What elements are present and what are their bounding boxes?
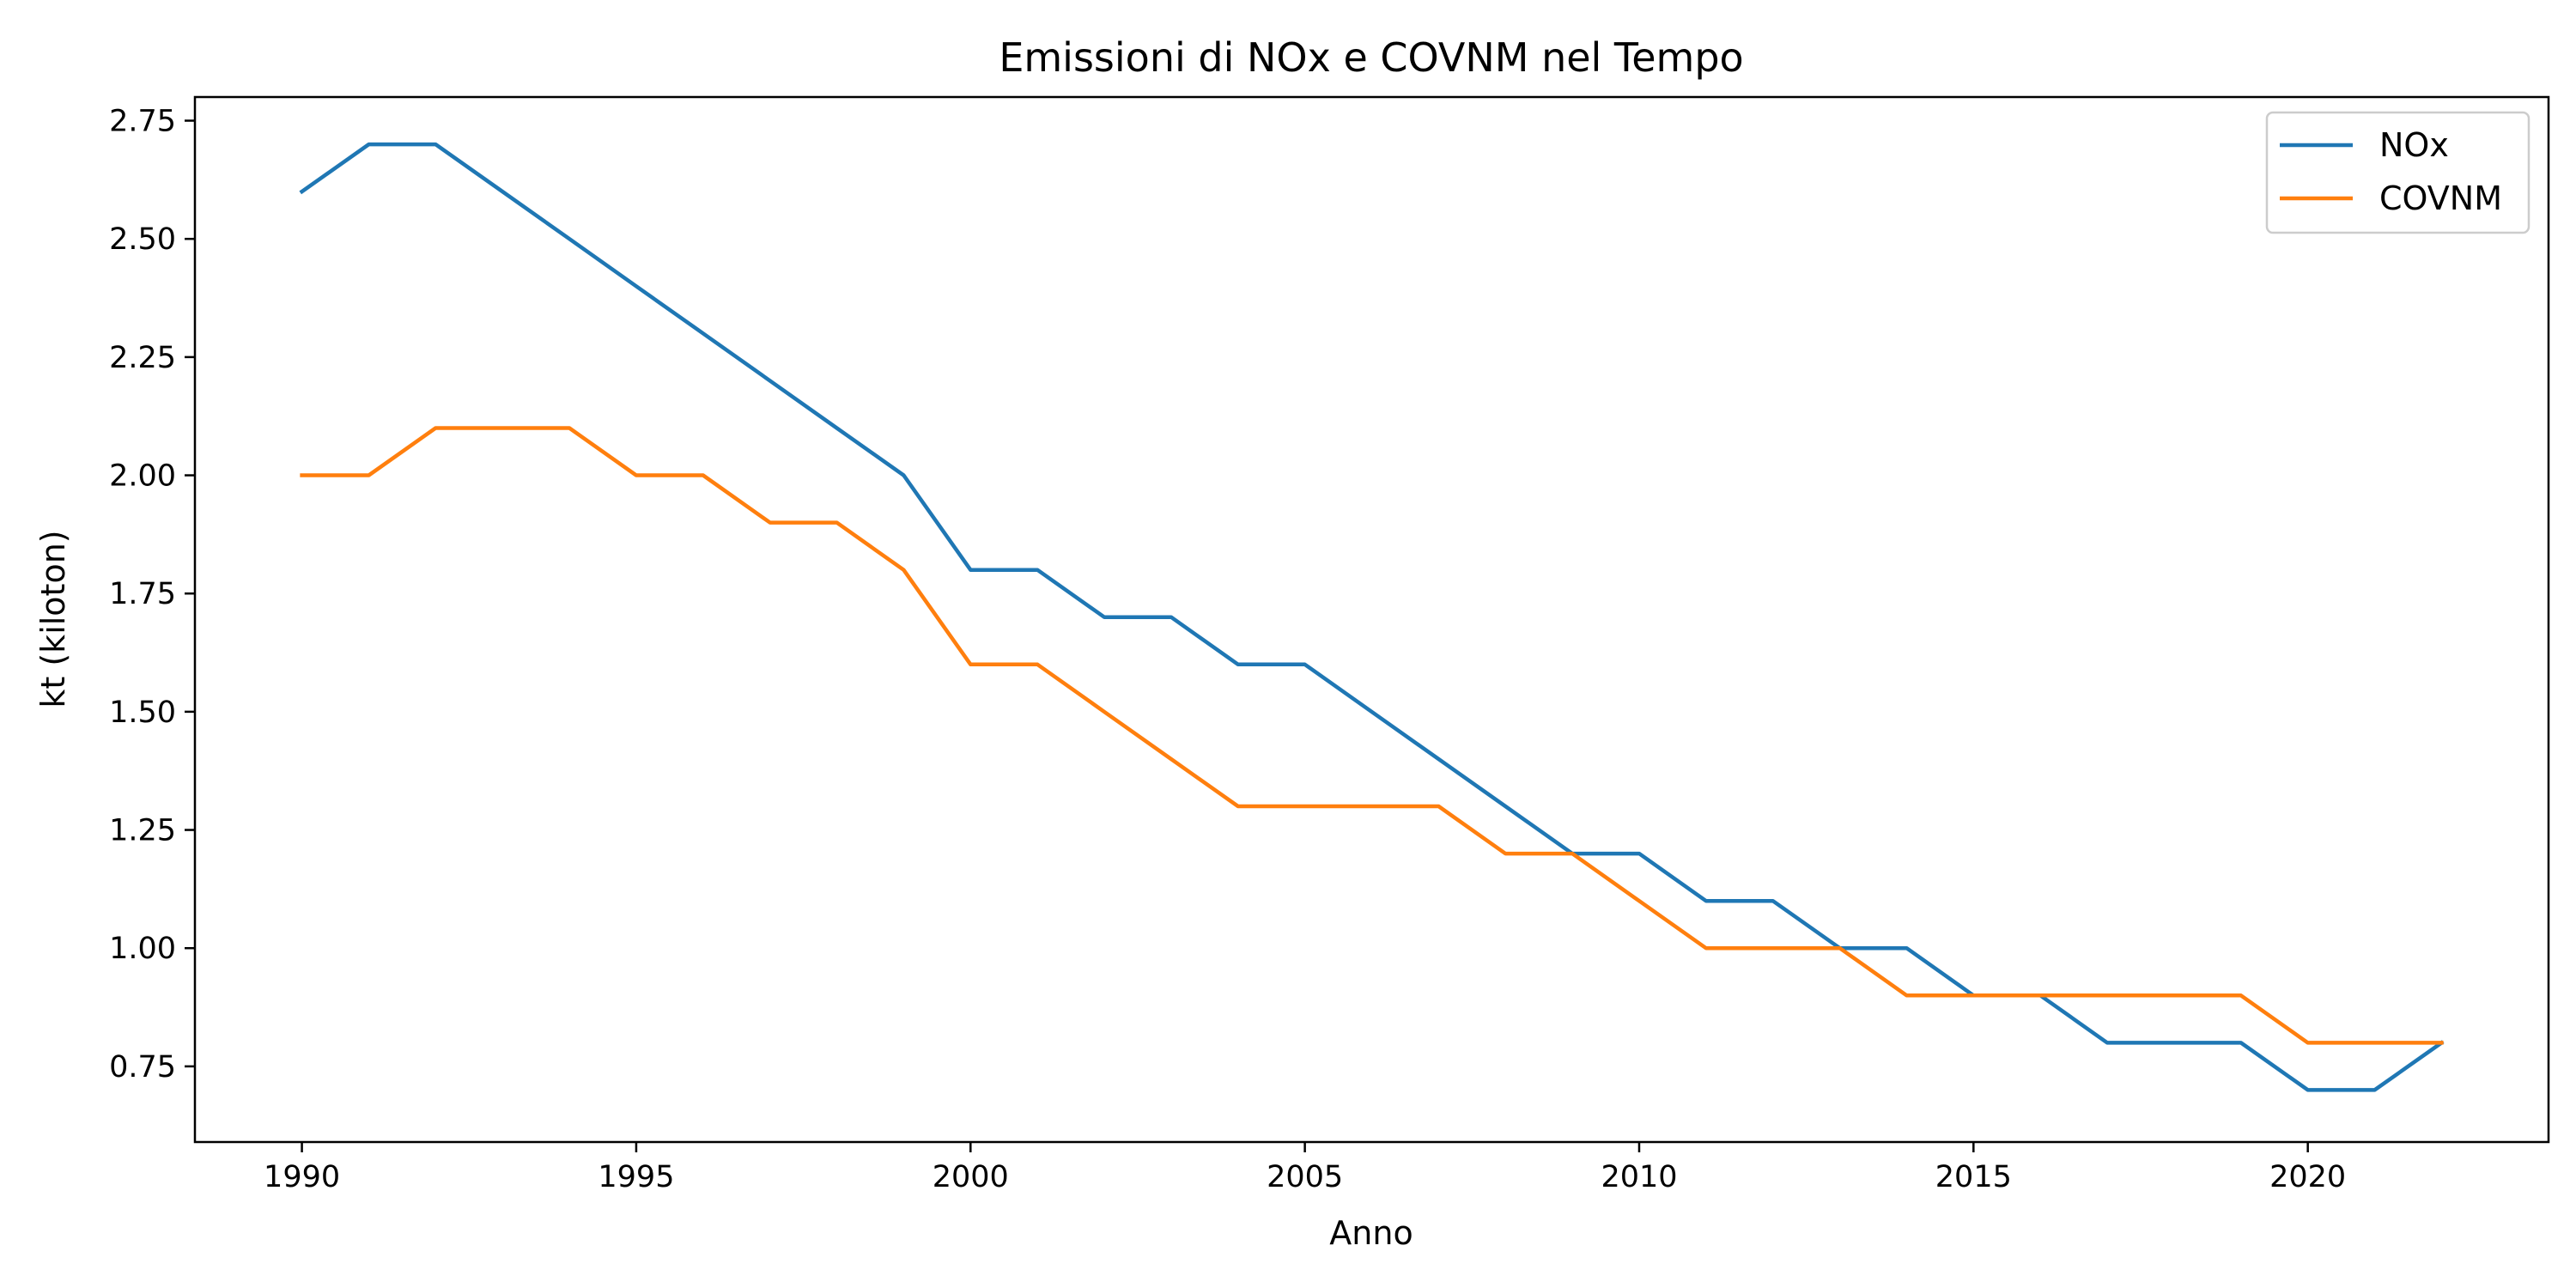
- y-tick-label: 1.50: [109, 696, 176, 730]
- y-tick-label: 1.75: [109, 577, 176, 611]
- x-tick-label: 2000: [933, 1160, 1009, 1194]
- legend-label-covnm: COVNM: [2379, 179, 2502, 217]
- series-layer: [299, 142, 2445, 1092]
- x-tick-label: 2010: [1601, 1160, 1677, 1194]
- plot-area-frame: [193, 95, 2550, 1144]
- series-line-covnm: [300, 426, 2444, 1045]
- y-axis-ticks: 0.75 1.00 1.25 1.50 1.75 2.00 2.25 2.50 2.75: [109, 105, 195, 1084]
- y-tick-label: 2.25: [109, 341, 176, 375]
- legend-label-nox: NOx: [2379, 126, 2449, 164]
- y-tick-label: 1.00: [109, 932, 176, 966]
- series-line-nox: [299, 142, 2445, 1092]
- x-tick-label: 1990: [264, 1160, 340, 1194]
- y-tick-label: 2.00: [109, 459, 176, 494]
- y-tick-label: 2.50: [109, 222, 176, 257]
- x-tick-label: 2015: [1935, 1160, 2012, 1194]
- x-tick-label: 2005: [1267, 1160, 1343, 1194]
- y-tick-label: 2.75: [109, 105, 176, 139]
- legend: NOx COVNM: [2265, 111, 2530, 234]
- x-tick-label: 2020: [2269, 1160, 2346, 1194]
- y-axis-title: kt (kiloton): [34, 530, 72, 708]
- x-tick-label: 1995: [598, 1160, 674, 1194]
- x-axis-title: Anno: [1329, 1214, 1413, 1252]
- y-tick-label: 0.75: [109, 1050, 176, 1084]
- chart-title: Emissioni di NOx e COVNM nel Tempo: [999, 34, 1743, 81]
- legend-frame: [2265, 111, 2530, 234]
- x-axis-ticks: 1990 1995 2000 2005 2010 2015 2020: [264, 1142, 2346, 1194]
- y-tick-label: 1.25: [109, 814, 176, 848]
